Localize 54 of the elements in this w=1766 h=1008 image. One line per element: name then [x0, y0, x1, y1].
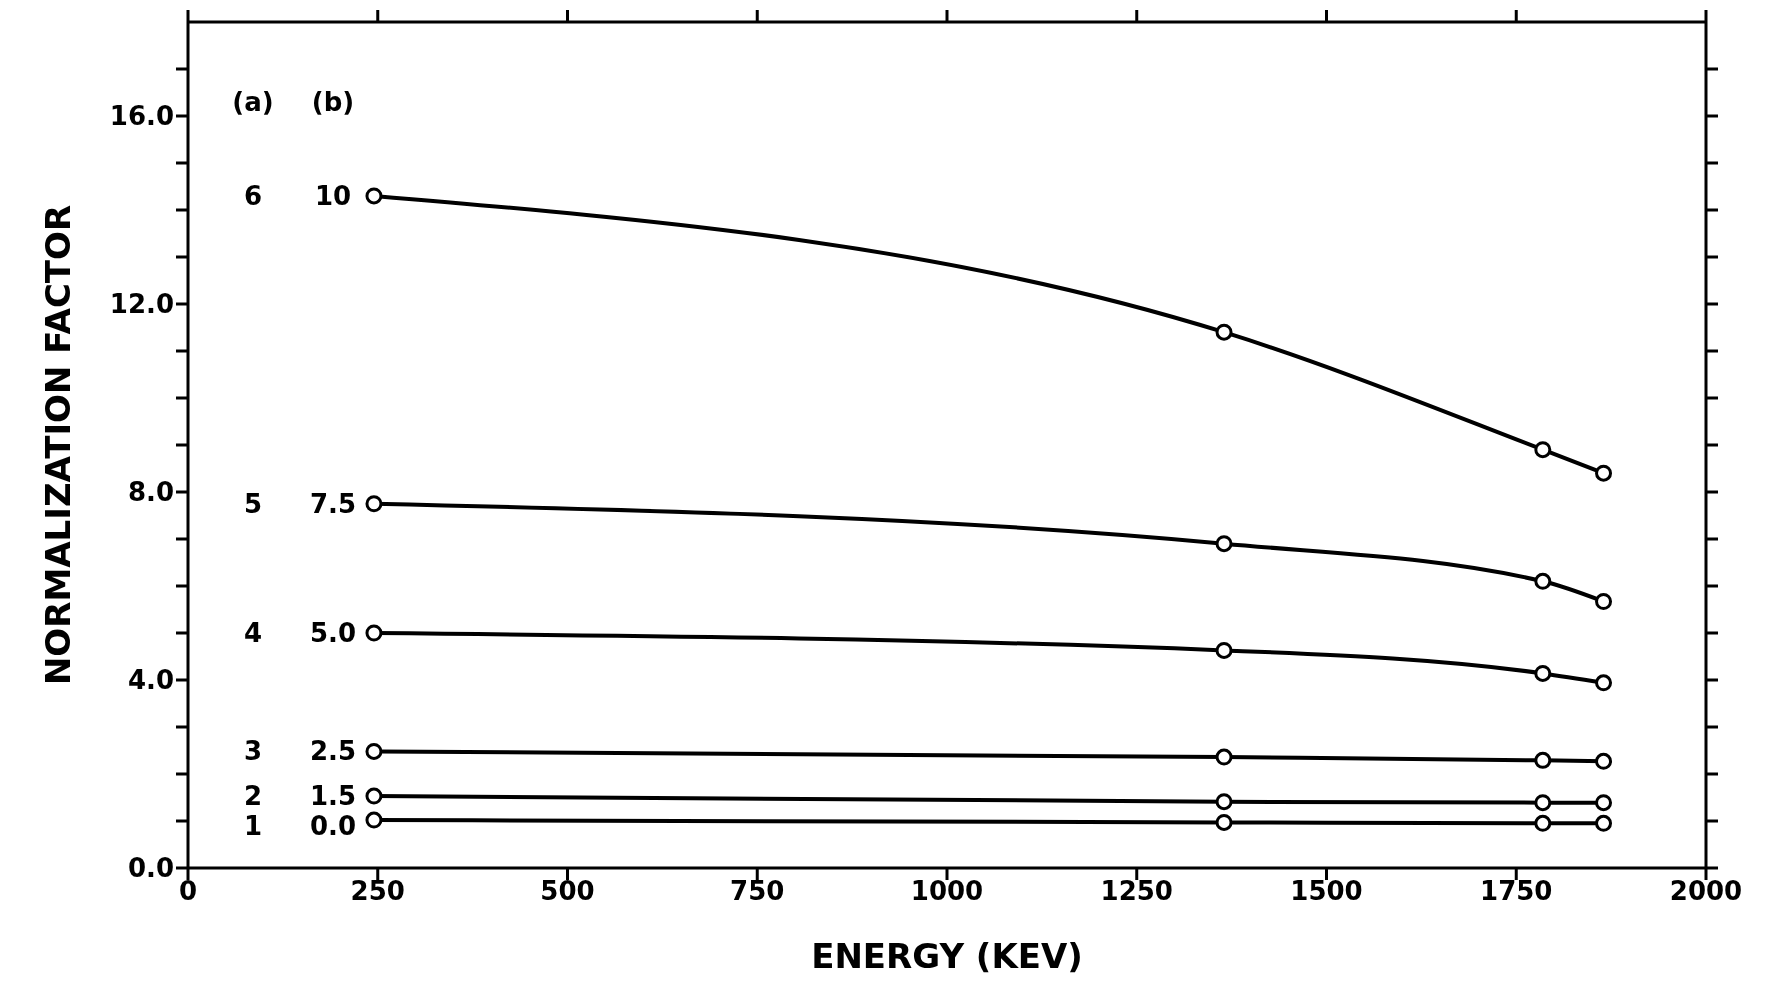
annotation: 4	[243, 618, 263, 648]
point	[1595, 814, 1613, 832]
point	[1534, 572, 1552, 590]
point	[365, 742, 383, 760]
point	[1215, 793, 1233, 811]
point	[1534, 664, 1552, 682]
annotation: 5	[243, 488, 263, 519]
point	[1215, 535, 1233, 553]
point	[1215, 323, 1233, 341]
x-tick-label: 750	[730, 876, 785, 907]
x-tick-label: 2000	[1669, 876, 1743, 907]
point	[365, 811, 383, 829]
x-axis-title: ENERGY (KEV)	[811, 936, 1083, 976]
x-tick-label: 0	[178, 876, 198, 907]
point	[1595, 794, 1613, 812]
point	[1215, 813, 1233, 831]
annotation: 1	[243, 811, 263, 842]
point	[1595, 752, 1613, 770]
point	[1215, 641, 1233, 659]
point	[365, 787, 383, 805]
y-tick-label: 12.0	[109, 289, 174, 320]
x-tick-label: 250	[350, 876, 405, 907]
y-tick-label: 16.0	[109, 101, 174, 132]
y-tick-label: 8.0	[127, 477, 174, 508]
point	[365, 495, 383, 513]
point	[365, 624, 383, 642]
point	[365, 187, 383, 205]
annotation: 2.5	[309, 736, 357, 767]
annotation: 10	[314, 180, 352, 211]
annotation: 2	[243, 781, 263, 812]
point	[1595, 464, 1613, 482]
point	[1534, 814, 1552, 832]
annotation: 1.5	[309, 781, 357, 812]
x-tick-label: 500	[540, 876, 595, 907]
point	[1595, 593, 1613, 611]
point	[1534, 441, 1552, 459]
annotation: 6	[243, 180, 263, 211]
annotation: 3	[243, 736, 263, 767]
annotation: (b)	[311, 87, 355, 117]
annotation: 7.5	[309, 488, 357, 519]
point	[1595, 674, 1613, 692]
x-tick-label: 1250	[1100, 876, 1173, 907]
x-tick-label: 1750	[1480, 876, 1553, 907]
point	[1534, 751, 1552, 769]
point	[1534, 794, 1552, 812]
x-tick-label: 1000	[910, 876, 984, 907]
point	[1215, 748, 1233, 766]
annotation: 0.0	[309, 811, 357, 842]
y-tick-label: 0.0	[127, 853, 174, 884]
y-tick-label: 4.0	[127, 665, 174, 696]
y-axis-title: NORMALIZATION FACTOR	[38, 204, 79, 686]
x-tick-label: 1500	[1290, 876, 1363, 907]
annotation: (a)	[232, 87, 274, 117]
annotation: 5.0	[309, 618, 357, 648]
